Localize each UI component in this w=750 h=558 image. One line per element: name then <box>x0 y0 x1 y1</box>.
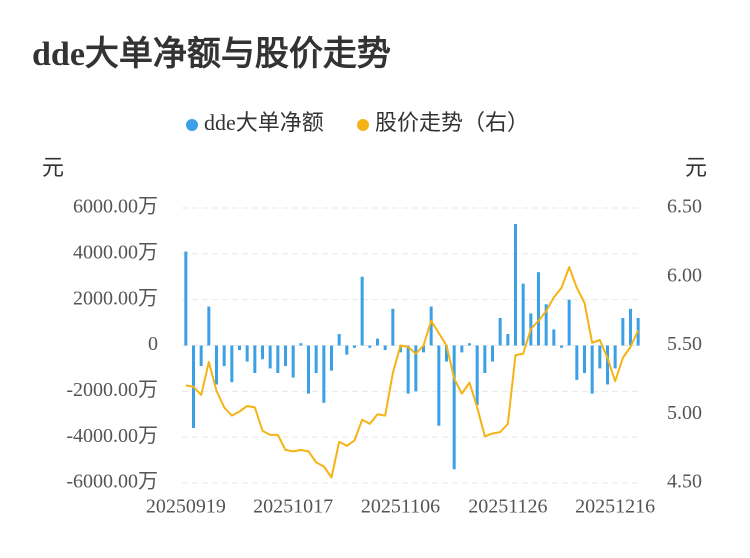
bar <box>322 345 326 403</box>
bar <box>552 329 556 346</box>
bar <box>606 345 609 385</box>
bar <box>276 345 280 373</box>
bar <box>299 343 303 346</box>
y-tick-label: 6000.00万 <box>73 196 158 218</box>
bar <box>445 345 448 362</box>
y-tick-label: 4000.00万 <box>73 241 158 263</box>
y2-tick-label: 5.00 <box>667 402 702 424</box>
bar <box>598 345 602 369</box>
bar <box>253 345 257 373</box>
x-tick-label: 20250919 <box>146 496 226 518</box>
y-axis-label: 元 <box>42 155 64 180</box>
x-tick-label: 20251126 <box>468 496 547 518</box>
price-line <box>185 266 640 479</box>
bar <box>368 345 372 348</box>
bar <box>629 308 632 346</box>
bar <box>284 345 287 367</box>
y-tick-label: 2000.00万 <box>73 287 158 309</box>
bar <box>452 345 456 470</box>
bar <box>230 345 234 383</box>
bar <box>429 306 433 346</box>
legend-label: 股价走势（右） <box>375 110 529 135</box>
x-tick-label: 20251216 <box>575 496 655 518</box>
bar <box>544 304 548 346</box>
bar <box>238 345 241 351</box>
bar <box>353 345 356 348</box>
x-tick-label: 20251106 <box>361 496 440 518</box>
bar <box>337 334 341 346</box>
y-tick-label: -6000.00万 <box>66 471 158 493</box>
bar <box>199 345 203 367</box>
bar <box>414 345 418 392</box>
chart-title: dde大单净额与股价走势 <box>32 35 391 73</box>
bar <box>215 345 218 385</box>
bar <box>560 345 563 348</box>
bar <box>437 345 441 426</box>
y-tick-label: -2000.00万 <box>66 379 158 401</box>
bar <box>514 224 517 346</box>
y-tick-label: -4000.00万 <box>66 425 158 447</box>
x-tick-label: 20251017 <box>253 496 333 518</box>
bar <box>207 306 211 346</box>
bar <box>483 345 487 373</box>
bar <box>291 345 295 378</box>
bar <box>376 338 379 346</box>
bar <box>491 345 494 362</box>
bar <box>406 345 410 394</box>
bar <box>222 345 226 367</box>
y2-tick-label: 5.50 <box>667 333 702 355</box>
y2-tick-label: 6.50 <box>667 196 702 218</box>
bar <box>475 345 479 406</box>
bar <box>506 334 510 346</box>
bar <box>345 345 349 355</box>
bar <box>383 345 387 351</box>
bar <box>245 345 249 362</box>
bar <box>537 272 540 346</box>
bar <box>307 345 310 394</box>
bar <box>330 345 333 371</box>
legend-marker <box>357 119 369 131</box>
bar <box>590 345 594 394</box>
bar <box>613 345 617 369</box>
bar <box>268 345 272 369</box>
bar <box>391 308 395 346</box>
bar <box>621 318 625 346</box>
bar <box>575 345 579 380</box>
bar <box>360 276 364 346</box>
y2-tick-label: 6.00 <box>667 264 702 286</box>
bar <box>583 345 586 373</box>
legend-marker <box>186 119 198 131</box>
bar <box>460 345 464 353</box>
legend-label: dde大单净额 <box>204 110 324 135</box>
y2-axis-label: 元 <box>685 155 707 180</box>
bar <box>521 283 525 346</box>
y2-tick-label: 4.50 <box>667 471 702 493</box>
bar <box>567 299 571 346</box>
bar <box>468 343 471 346</box>
bar <box>498 318 502 346</box>
bar <box>422 345 425 353</box>
bar <box>184 251 188 346</box>
bar <box>261 345 264 360</box>
y-tick-label: 0 <box>148 333 158 355</box>
bar <box>314 345 318 373</box>
